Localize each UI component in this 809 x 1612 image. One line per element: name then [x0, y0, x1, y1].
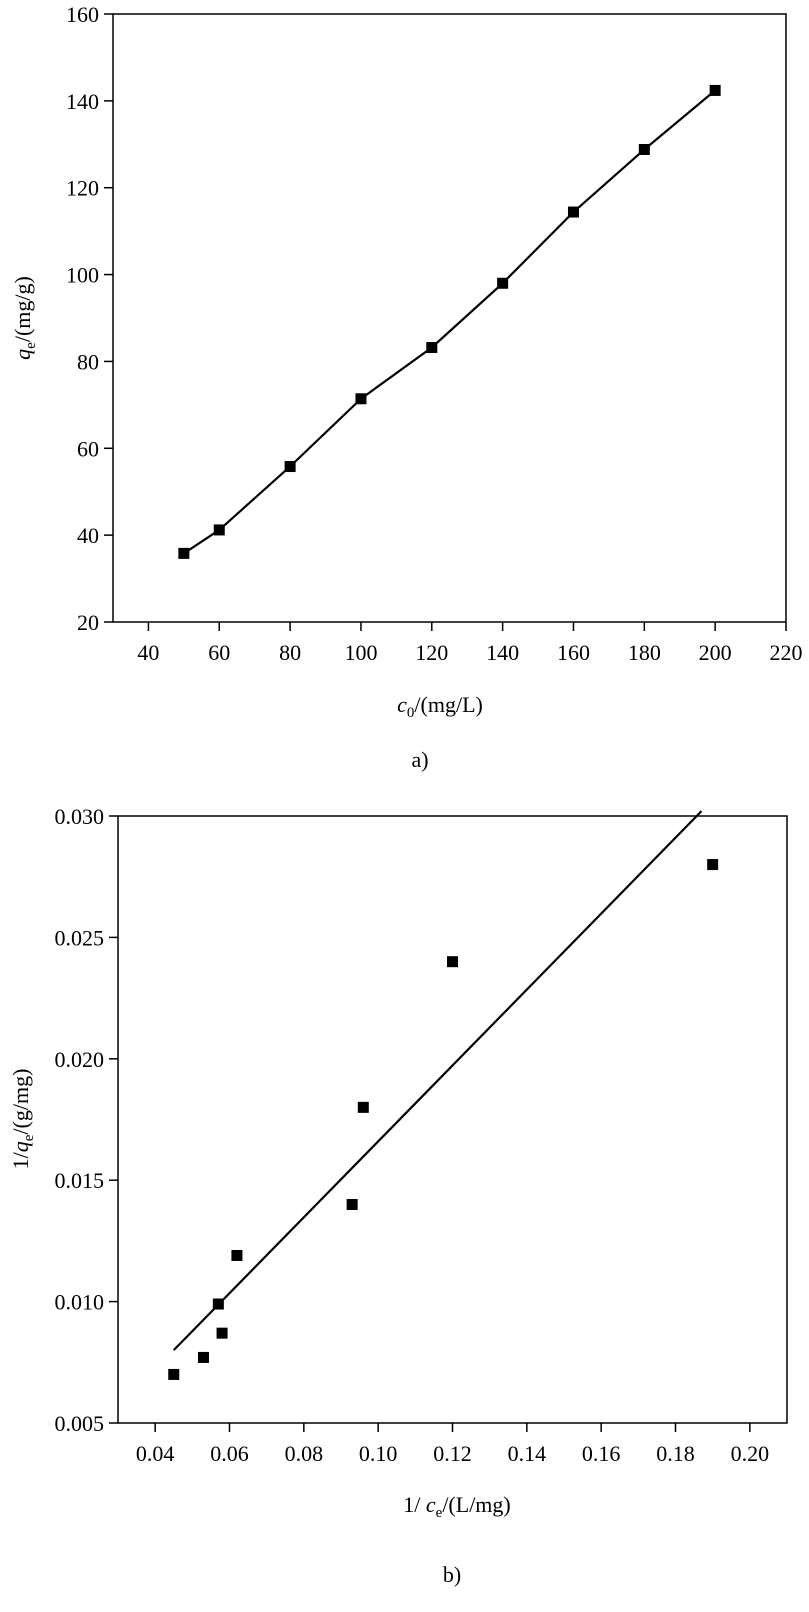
panel-b-y-tick-label: 0.010 [55, 1290, 105, 1315]
panel-a-y-axis-title: qe/(mg/g) [10, 276, 39, 360]
panel-a-x-tick-label: 60 [208, 640, 230, 665]
panel-a-x-tick-label: 140 [486, 640, 519, 665]
panel-a-ticks [104, 13, 787, 631]
panel-b-data-point [197, 1351, 209, 1363]
panel-b-y-tick-label: 0.020 [55, 1047, 105, 1072]
panel-a-data-point [355, 393, 367, 405]
panel-b-y-axis-title: 1/qe/(g/mg) [8, 1069, 37, 1170]
panel-b-x-tick-label: 0.10 [359, 1441, 398, 1466]
panel-b-y-tick-label: 0.025 [55, 925, 105, 950]
panel-b-y-tick-labels: 0.005 0.010 0.015 0.020 0.025 0.030 [55, 804, 105, 1436]
panel-a-label: a) [411, 747, 428, 772]
panel-b-data-point [231, 1249, 243, 1261]
panel-b-x-tick-label: 0.04 [136, 1441, 175, 1466]
panel-b-x-tick-label: 0.14 [508, 1441, 547, 1466]
panel-a-y-tick-label: 20 [77, 610, 99, 635]
panel-a-x-tick-label: 180 [628, 640, 661, 665]
panel-b-data-point [212, 1298, 224, 1310]
panel-b-data-point [216, 1327, 228, 1339]
panel-b-label: b) [443, 1562, 461, 1587]
panel-a-data-point [284, 461, 296, 473]
panel-a-x-tick-label: 120 [415, 640, 448, 665]
panel-b-x-tick-label: 0.18 [656, 1441, 695, 1466]
panel-b-y-tick-label: 0.030 [55, 804, 105, 829]
panel-a-data-point [213, 524, 225, 536]
panel-a-x-tick-label: 200 [699, 640, 732, 665]
panel-a-x-tick-label: 40 [137, 640, 159, 665]
panel-b-data-point [707, 859, 719, 871]
panel-b-fit-line [172, 810, 703, 1351]
panel-b-x-tick-label: 0.16 [582, 1441, 621, 1466]
panel-a-data-point [638, 143, 650, 155]
panel-a-x-tick-label: 220 [770, 640, 803, 665]
panel-a-data-point [426, 342, 438, 354]
panel-b-data-point [447, 956, 458, 968]
panel-b-fit [172, 810, 703, 1351]
panel-b-y-tick-label: 0.005 [55, 1411, 105, 1436]
panel-a-y-tick-label: 160 [66, 2, 99, 27]
panel-a-y-tick-label: 80 [77, 349, 99, 374]
panel-a-y-tick-label: 100 [66, 263, 99, 288]
panel-a-chart: 40 60 80 100 120 140 160 180 200 220 20 40 60 80 100 1… [10, 2, 803, 772]
panel-a-data-point [567, 206, 579, 218]
panel-a-y-tick-label: 40 [77, 523, 99, 548]
panel-a-data-point [178, 547, 190, 559]
panel-a-x-tick-label: 160 [557, 640, 590, 665]
panel-a-y-tick-labels: 20 40 60 80 100 120 140 160 [66, 2, 99, 635]
panel-a-data-point [709, 84, 721, 96]
panel-b-y-tick-label: 0.015 [55, 1168, 105, 1193]
panel-b-x-tick-labels: 0.04 0.06 0.08 0.10 0.12 0.14 0.16 0.18 0.20 [136, 1441, 769, 1466]
panel-a-x-tick-label: 100 [344, 640, 377, 665]
panel-a-y-tick-label: 120 [66, 176, 99, 201]
panel-b-series [168, 859, 719, 1380]
panel-b-data-point [168, 1368, 180, 1380]
panel-a-series-line [183, 89, 716, 555]
panel-b-data-point [357, 1101, 369, 1113]
panel-b-x-tick-label: 0.06 [210, 1441, 249, 1466]
panel-a-data-point [497, 277, 509, 289]
panel-a-x-tick-labels: 40 60 80 100 120 140 160 180 200 220 [137, 640, 802, 665]
panel-a-series [178, 84, 721, 559]
panel-b-ticks [109, 815, 751, 1432]
panel-b-chart: 0.04 0.06 0.08 0.10 0.12 0.14 0.16 0.18 0.20 0.0… [8, 804, 788, 1587]
panel-b-x-tick-label: 0.12 [433, 1441, 472, 1466]
panel-b-data-point [346, 1198, 358, 1210]
panel-b-x-axis-title: 1/ ce/(L/mg) [403, 1492, 511, 1521]
panel-a-x-axis-title: c0/(mg/L) [397, 692, 483, 721]
panel-a-y-tick-label: 140 [66, 89, 99, 114]
panel-a-x-tick-label: 80 [279, 640, 301, 665]
panel-a-y-tick-label: 60 [77, 436, 99, 461]
panel-b-x-tick-label: 0.08 [285, 1441, 324, 1466]
panel-b-x-tick-label: 0.20 [731, 1441, 770, 1466]
panel-a-plot-frame [112, 13, 787, 623]
